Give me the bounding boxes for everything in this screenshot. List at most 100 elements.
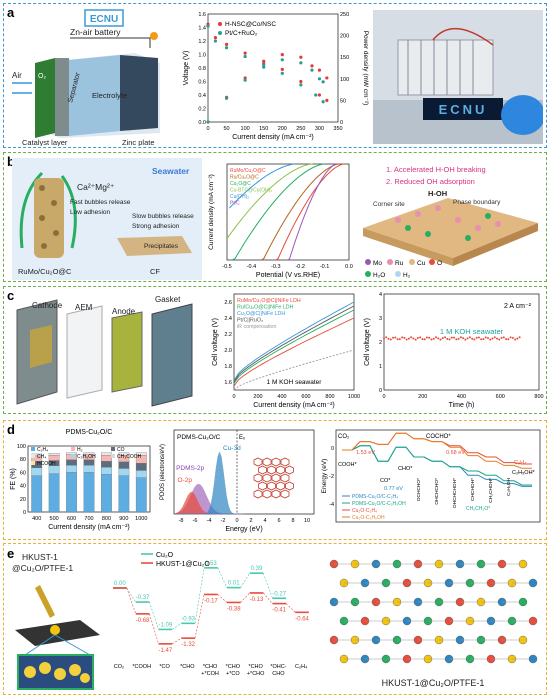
y2-tick-label: 0 — [340, 120, 343, 126]
cooh-label: COOH* — [338, 462, 358, 468]
data-point — [280, 67, 284, 71]
x-tick-label: 200 — [253, 394, 262, 400]
panel-c-frame — [3, 286, 547, 414]
data-point — [466, 337, 469, 340]
y-tick-label: -4 — [329, 502, 334, 508]
data-point — [473, 338, 476, 341]
x-category-label: CHO — [272, 671, 285, 677]
data-point — [387, 337, 390, 340]
intermediate-label: OCHCHO* — [416, 478, 422, 501]
x-tick-label: 600 — [496, 394, 505, 400]
hex-ring — [280, 489, 290, 499]
y2-axis-label: Power density (mW cm⁻²) — [362, 31, 369, 106]
legend-swatch — [111, 447, 115, 451]
x-tick-label: 10 — [304, 518, 310, 524]
data-point — [317, 93, 322, 97]
low-adhesion-label: Low adhesion — [70, 209, 110, 216]
data-point — [410, 336, 413, 339]
y-tick-label: 1.2 — [198, 39, 206, 45]
x-category-label: *CHO — [226, 664, 241, 670]
y-tick-label: 0.2 — [198, 107, 206, 113]
x-tick-label: 200 — [418, 394, 427, 400]
bar-segment — [83, 452, 95, 455]
data-point — [484, 336, 487, 339]
bar-segment — [135, 463, 147, 471]
x-category-label: *CHO — [248, 664, 263, 670]
intermediate-label: CHCHOH* — [470, 478, 476, 501]
bar-segment — [48, 453, 60, 456]
ch2ch2o-label: CH₂CH₂O* — [466, 506, 490, 512]
cu2o-connector — [194, 567, 205, 624]
series-line — [275, 163, 345, 261]
x-tick-label: 300 — [315, 126, 324, 132]
data-point — [224, 42, 229, 46]
data-point — [314, 93, 318, 97]
chart-title: PDMS-Cu₂O/C — [177, 434, 221, 441]
data-point — [446, 337, 449, 340]
free-energy-diagram: 0.00 -0.37 -1.09 -0.93 0.53 0.01 0.39 -0.27 -0.6… — [113, 552, 310, 677]
x-tick-label: -2 — [221, 518, 226, 524]
y-tick-label: 60 — [20, 470, 26, 476]
hk-value-label: -0.68 — [136, 618, 150, 624]
data-point — [428, 336, 431, 339]
bar-segment — [101, 474, 112, 513]
legend-entry: C₂H₅OH — [77, 454, 96, 460]
mech-line-1: 1. Accelerated H-OH breaking — [386, 165, 486, 174]
data-point — [262, 63, 266, 67]
legend-entry: Pt/C||RuO₂ — [237, 318, 263, 324]
x-axis-label: Current density (mA cm⁻²) — [232, 134, 314, 141]
hex-ring — [258, 481, 267, 491]
panel-label-c: c — [7, 288, 15, 303]
x-tick-label: 700 — [84, 516, 93, 522]
bar-segment — [66, 464, 77, 473]
legend-entry: Pt/C — [230, 201, 240, 207]
hex-ring — [280, 473, 290, 483]
legend-entry: RuMo/Cu₂O@C||NiFe LDH — [237, 298, 301, 304]
hex-ring — [262, 473, 272, 483]
y-tick-label: 0.0 — [198, 120, 206, 126]
series-line — [233, 301, 355, 381]
data-point — [480, 338, 483, 341]
y2-tick-label: 150 — [340, 55, 349, 61]
bar-segment — [135, 470, 147, 478]
ions-label: Ca²⁺Mg²⁺ — [77, 182, 115, 192]
panel-b-frame — [3, 152, 547, 282]
data-point — [514, 338, 517, 341]
x-tick-label: 400 — [32, 516, 41, 522]
y-tick-label: 0.4 — [198, 93, 206, 99]
data-point — [392, 336, 395, 339]
panel-e-frame — [3, 543, 547, 695]
data-point — [325, 98, 329, 102]
data-point — [206, 24, 210, 28]
aem-electrolyzer-schematic: Cathode AEM Anode Gasket — [16, 295, 193, 407]
x-tick-label: 800 — [102, 516, 111, 522]
x-axis-label: Current density (mA cm⁻²) — [253, 402, 335, 409]
aem-label: AEM — [75, 303, 93, 312]
series-line — [287, 163, 337, 261]
plot-frame — [383, 293, 540, 391]
o2p-label: O-2p — [178, 477, 193, 484]
hk-value-label: -1.32 — [181, 642, 195, 648]
data-point — [383, 337, 385, 340]
cu2o-value-label: 0.53 — [205, 561, 217, 567]
y-tick-label: 80 — [20, 457, 26, 463]
legend-entry: H-NSC@Co/NSC — [225, 21, 276, 28]
hex-ring — [271, 473, 281, 483]
x-category-label: *CHO — [203, 664, 218, 670]
legend-entry: CH₄ — [37, 454, 46, 460]
data-point — [459, 336, 462, 339]
hex-ring — [258, 465, 267, 475]
x-tick-label: 100 — [241, 126, 250, 132]
legend-swatch — [111, 454, 115, 458]
panel-d-frame — [3, 420, 547, 540]
data-point — [516, 337, 519, 340]
hex-ring — [253, 457, 263, 467]
y-tick-label: 1.6 — [224, 380, 232, 386]
hex-ring — [280, 457, 290, 467]
bar-segment — [66, 472, 77, 513]
x-tick-label: 1000 — [135, 516, 147, 522]
graphene-structure — [253, 457, 294, 499]
x-tick-label: -4 — [207, 518, 212, 524]
data-point — [299, 83, 303, 87]
bar-segment — [118, 452, 130, 456]
